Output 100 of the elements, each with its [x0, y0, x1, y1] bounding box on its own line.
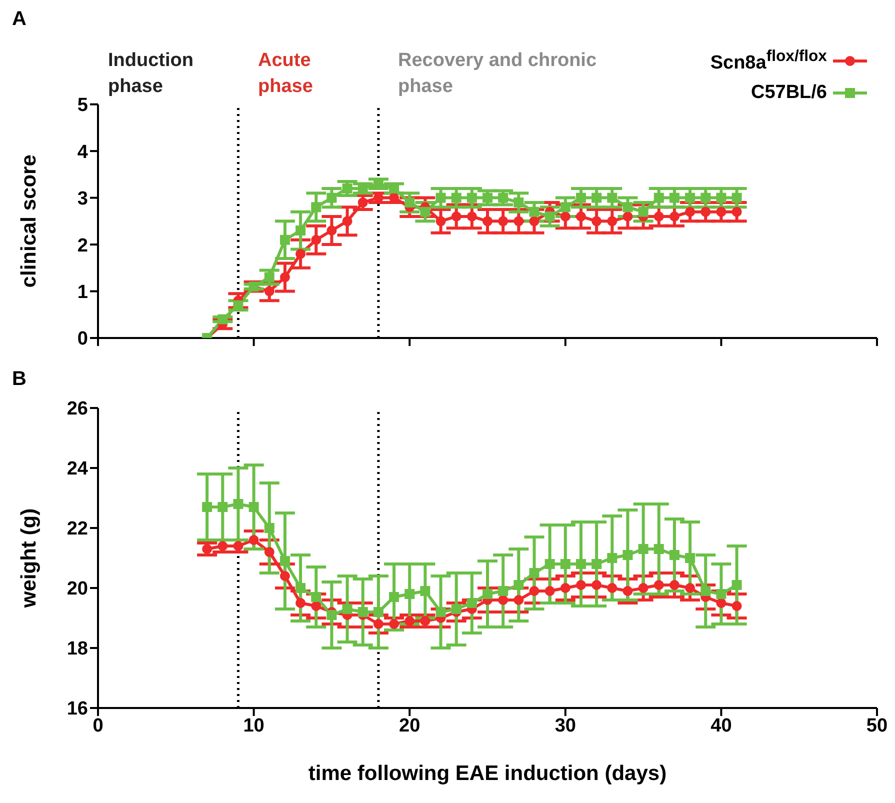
point [607, 553, 618, 563]
point [296, 583, 306, 593]
x-tick-label: 20 [399, 715, 420, 736]
y-tick-label: 1 [77, 282, 88, 304]
point [544, 211, 555, 222]
y-tick-label: 20 [66, 578, 88, 600]
point [498, 595, 508, 605]
point [218, 541, 228, 551]
chart-title: B [12, 368, 26, 391]
point [326, 610, 337, 620]
point [544, 559, 555, 569]
text: Recovery and chronic phase [398, 49, 598, 99]
point [576, 580, 586, 590]
point [482, 589, 492, 599]
point [436, 192, 446, 203]
point [560, 202, 570, 212]
point [373, 607, 384, 617]
point [669, 550, 680, 560]
x-axis-title: time following EAE induction (days) [308, 762, 667, 785]
point [296, 598, 306, 608]
legend-label: Scn8a$^{flox/flox}$ [710, 48, 827, 74]
point [700, 192, 711, 203]
y-tick-label: 18 [66, 638, 88, 660]
y-axis-title: weight (g) [17, 508, 40, 609]
point [358, 607, 368, 617]
y-tick-label: 5 [77, 95, 88, 116]
point [436, 607, 446, 617]
point [732, 206, 742, 217]
point [700, 586, 711, 596]
point [685, 192, 696, 203]
point [311, 202, 322, 212]
point [202, 544, 212, 554]
point [514, 595, 524, 605]
point [685, 206, 696, 217]
y-tick-label: 3 [77, 188, 88, 210]
point [358, 197, 368, 208]
point [576, 192, 586, 203]
point [466, 211, 477, 222]
point [451, 211, 462, 222]
point [622, 586, 633, 596]
point [498, 586, 508, 596]
point [560, 559, 570, 569]
point [373, 619, 384, 629]
point [654, 580, 664, 590]
text: Induction phase [108, 49, 194, 99]
y-tick-label: 16 [66, 698, 88, 720]
point [264, 286, 274, 296]
point [264, 523, 274, 533]
point [654, 544, 664, 554]
point [576, 559, 586, 569]
point [420, 616, 430, 626]
point [389, 592, 400, 602]
point [280, 234, 290, 245]
point [311, 592, 322, 602]
chart-title: A [12, 8, 26, 31]
y-axis-title: clinical score [17, 154, 40, 288]
y-tick-label: 4 [77, 142, 88, 163]
point [529, 216, 540, 226]
point [311, 601, 322, 611]
point [342, 183, 352, 194]
point [529, 206, 540, 217]
point [592, 216, 602, 226]
point [296, 226, 306, 236]
point [326, 192, 337, 203]
point [451, 192, 462, 203]
point [669, 211, 680, 222]
point [233, 541, 244, 551]
point [716, 598, 726, 608]
point [466, 598, 477, 608]
point [732, 192, 742, 203]
point [498, 216, 508, 226]
point [638, 544, 648, 554]
point [716, 192, 726, 203]
x-tick-label: 50 [866, 715, 888, 736]
point [716, 206, 726, 217]
point [592, 192, 602, 203]
x-tick-label: 10 [243, 715, 264, 736]
point [451, 604, 462, 614]
point [514, 197, 524, 208]
point [218, 502, 228, 512]
point [700, 206, 711, 217]
point [622, 550, 633, 560]
point [420, 206, 430, 217]
point [592, 580, 602, 590]
point [280, 272, 290, 282]
legend-label: C57BL/6 [750, 82, 827, 104]
point [248, 535, 259, 545]
point [654, 192, 664, 203]
point [638, 206, 648, 217]
point [296, 248, 306, 259]
point [264, 272, 274, 282]
point [622, 202, 633, 212]
point [669, 580, 680, 590]
point [592, 559, 602, 569]
point [404, 589, 415, 599]
point [560, 211, 570, 222]
point [202, 502, 212, 512]
point [404, 197, 415, 208]
point [280, 556, 290, 566]
point [404, 616, 415, 626]
